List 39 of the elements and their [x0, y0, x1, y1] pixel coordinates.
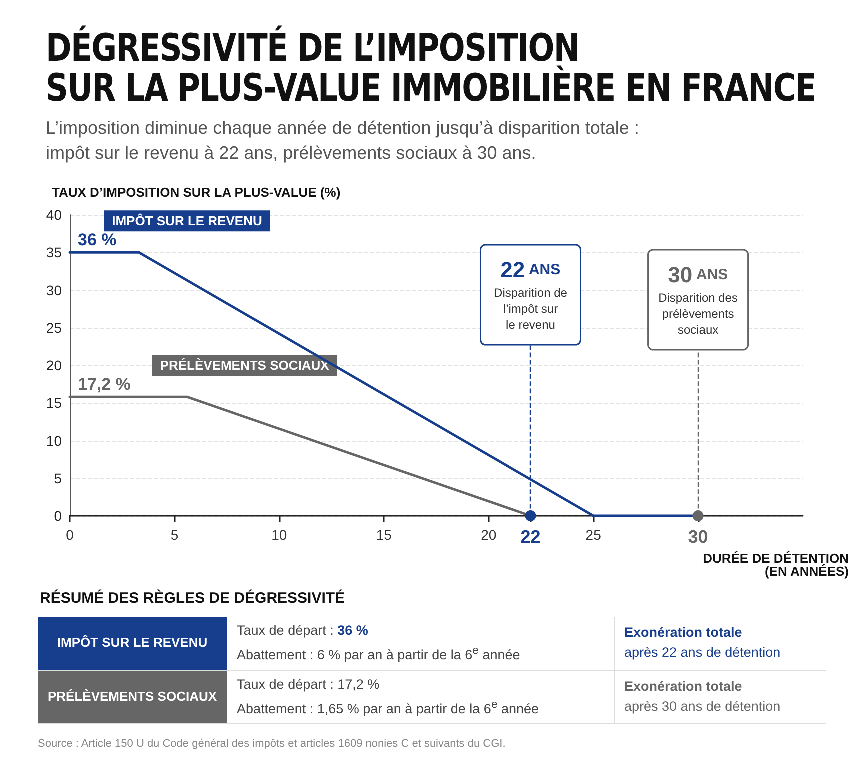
y-tick-label: 35 [46, 244, 62, 261]
text: RÉSUMÉ DES RÈGLES DE DÉGRESSIVITÉ [40, 590, 346, 607]
x-tick-label: 25 [586, 527, 602, 543]
text: après 22 ans de détention [624, 645, 781, 660]
annotation: 36 % [78, 230, 117, 250]
chart-subtitle: L’imposition diminue chaque année de détention jusqu’à disparition totale : impôt sur le revenu à 22 ans, prélèvements sociaux à 30 ans. [46, 117, 640, 165]
text: Exonération totale [624, 678, 742, 694]
x-axis-title: DURÉE DE DÉTENTION (EN ANNÉES) [703, 551, 849, 579]
x-tick-label: 20 [481, 527, 497, 543]
x-tick-label: 15 [376, 527, 392, 543]
y-tick-label: 20 [46, 358, 62, 374]
text: IMPÔT SUR LE REVENU [57, 635, 208, 650]
ref-line-label: 30 ANS Disparition des prélèvements sociaux [658, 262, 738, 337]
y-tick-label: 10 [46, 432, 62, 449]
source-note: Source : Article 150 U du Code général des impôts et articles 1609 nonies C et suivants du CGI. [38, 738, 507, 750]
series-label: IMPÔT SUR LE REVENU [112, 214, 262, 229]
x-tick-label: 10 [272, 527, 288, 543]
y-tick-label: 15 [46, 395, 62, 412]
y-tick-label: 0 [54, 508, 62, 524]
y-axis-title: TAUX D’IMPOSITION SUR LA PLUS-VALUE (%) [52, 185, 341, 200]
y-tick-label: 5 [54, 470, 62, 486]
y-tick-label: 25 [46, 320, 62, 336]
x-tick-label: 5 [170, 527, 179, 543]
text: Taux de départ : 36 % [237, 623, 368, 638]
text: Abattement : 6 % par an à partir de la 6$^{e}$ année [237, 645, 520, 662]
x-tick-label: 30 [688, 527, 708, 547]
text: Taux de départ : 17,2 % [237, 676, 380, 692]
text: PRÉLÈVEMENTS SOCIAUX [48, 688, 218, 704]
y-tick-label: 30 [46, 282, 62, 298]
y-tick-label: 40 [46, 207, 62, 223]
x-tick-label: 0 [66, 527, 74, 543]
chart-title: DÉGRESSIVITÉ DE L’IMPOSITION SUR LA PLUS-VALUE IMMOBILIÈRE EN FRANCE [46, 26, 816, 110]
text: Exonération totale [624, 625, 742, 640]
ref-line-label: 22 ANS Disparition de l’impôt sur le revenu [494, 258, 568, 332]
text: Abattement : 1,65 % par an à partir de la 6$^{e}$ année [237, 698, 539, 716]
annotation: 17,2 % [78, 375, 131, 394]
series-label: PRÉLÈVEMENTS SOCIAUX [160, 358, 330, 374]
text: après 30 ans de détention [624, 698, 781, 714]
x-tick-label: 22 [520, 527, 541, 547]
